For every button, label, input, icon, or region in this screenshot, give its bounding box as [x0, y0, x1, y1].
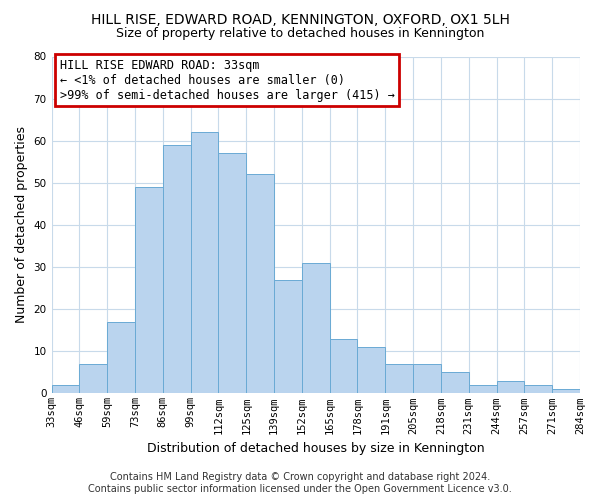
Bar — [469, 385, 497, 394]
Bar — [218, 154, 246, 394]
Bar — [329, 338, 358, 394]
Text: Contains HM Land Registry data © Crown copyright and database right 2024.
Contai: Contains HM Land Registry data © Crown c… — [88, 472, 512, 494]
Text: HILL RISE, EDWARD ROAD, KENNINGTON, OXFORD, OX1 5LH: HILL RISE, EDWARD ROAD, KENNINGTON, OXFO… — [91, 12, 509, 26]
Bar — [413, 364, 441, 394]
Bar — [163, 145, 191, 394]
Bar — [302, 263, 329, 394]
Bar — [246, 174, 274, 394]
Bar — [385, 364, 413, 394]
Text: HILL RISE EDWARD ROAD: 33sqm
← <1% of detached houses are smaller (0)
>99% of se: HILL RISE EDWARD ROAD: 33sqm ← <1% of de… — [60, 58, 395, 102]
Bar — [79, 364, 107, 394]
X-axis label: Distribution of detached houses by size in Kennington: Distribution of detached houses by size … — [147, 442, 485, 455]
Bar — [497, 381, 524, 394]
Bar — [552, 389, 580, 394]
Bar — [358, 347, 385, 394]
Bar — [107, 322, 135, 394]
Bar — [274, 280, 302, 394]
Bar — [135, 187, 163, 394]
Bar — [52, 385, 79, 394]
Text: Size of property relative to detached houses in Kennington: Size of property relative to detached ho… — [116, 28, 484, 40]
Bar — [191, 132, 218, 394]
Bar — [441, 372, 469, 394]
Y-axis label: Number of detached properties: Number of detached properties — [15, 126, 28, 324]
Bar — [524, 385, 552, 394]
